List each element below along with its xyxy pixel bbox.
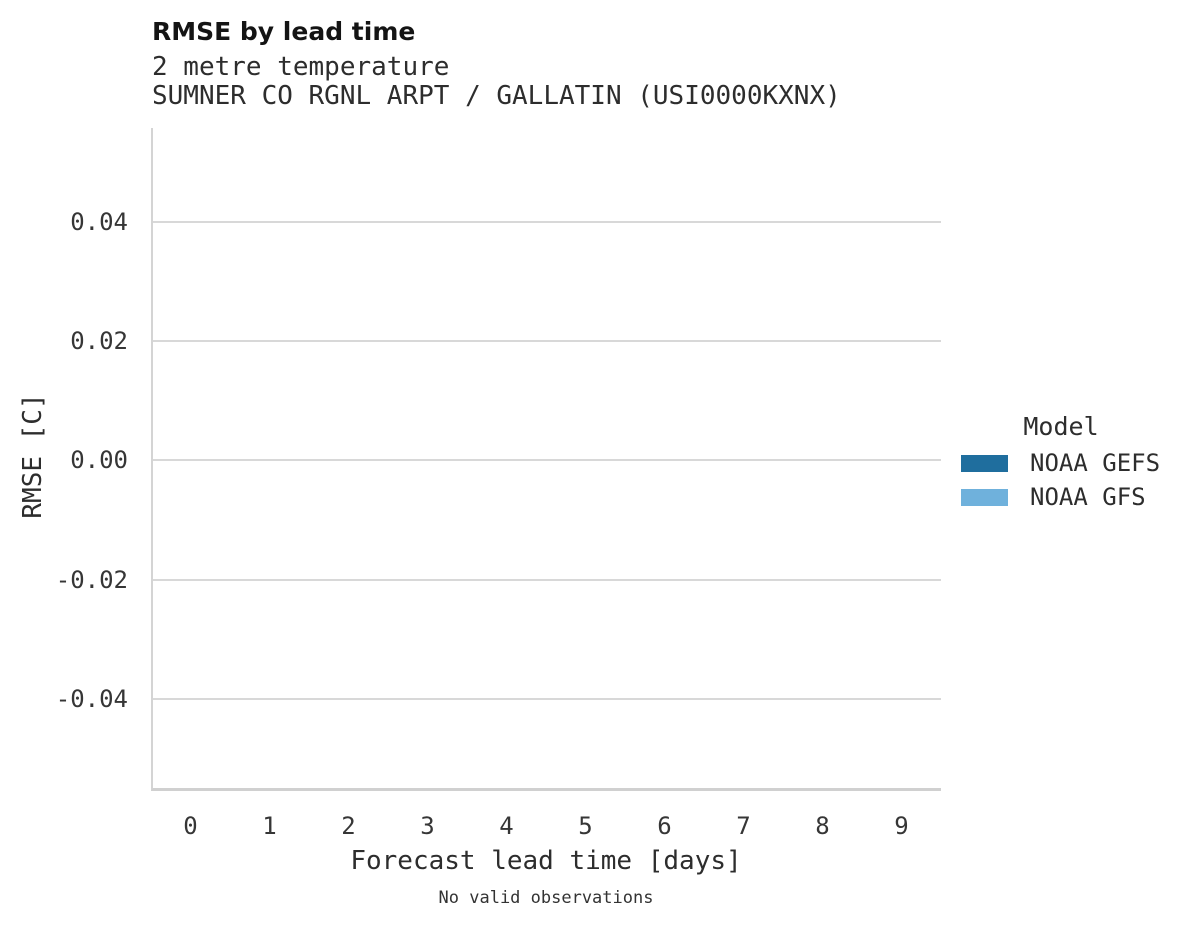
plot-panel	[151, 128, 941, 791]
x-tick-label: 0	[183, 812, 198, 840]
legend-entries: NOAA GEFS NOAA GFS	[961, 446, 1161, 514]
chart-station-subtitle: SUMNER CO RGNL ARPT / GALLATIN (USI0000K…	[152, 81, 841, 111]
legend-swatch	[961, 488, 1008, 506]
gridline	[153, 578, 941, 581]
y-tick-label: 0.00	[70, 446, 128, 475]
y-tick-label: -0.04	[55, 685, 128, 714]
caption: No valid observations	[438, 888, 654, 908]
legend: Model NOAA GEFS NOAA GFS	[961, 413, 1161, 514]
x-tick-label: 8	[815, 812, 830, 840]
x-axis-title: Forecast lead time [days]	[350, 846, 742, 876]
x-tick-label: 6	[657, 812, 672, 840]
y-tick-label: -0.02	[55, 565, 128, 594]
x-tick-label: 9	[894, 812, 909, 840]
x-tick-label: 1	[262, 812, 277, 840]
legend-title: Model	[1023, 412, 1099, 441]
x-tick-label: 2	[341, 812, 356, 840]
legend-entry: NOAA GEFS	[961, 446, 1161, 480]
gridline	[153, 220, 941, 223]
x-tick-label: 7	[736, 812, 751, 840]
x-tick-label: 3	[420, 812, 435, 840]
gridline	[153, 340, 941, 343]
y-tick-label: 0.04	[70, 207, 128, 236]
x-tick-label: 4	[499, 812, 514, 840]
chart-title: RMSE by lead time	[152, 17, 416, 46]
gridline	[153, 698, 941, 701]
legend-swatch	[961, 454, 1008, 472]
x-tick-label: 5	[578, 812, 593, 840]
legend-entry-label: NOAA GFS	[1030, 483, 1146, 511]
chart-subtitle: 2 metre temperature	[152, 52, 450, 82]
legend-entry: NOAA GFS	[961, 480, 1161, 514]
legend-entry-label: NOAA GEFS	[1030, 449, 1161, 477]
y-tick-label: 0.02	[70, 327, 128, 356]
gridline	[153, 459, 941, 462]
